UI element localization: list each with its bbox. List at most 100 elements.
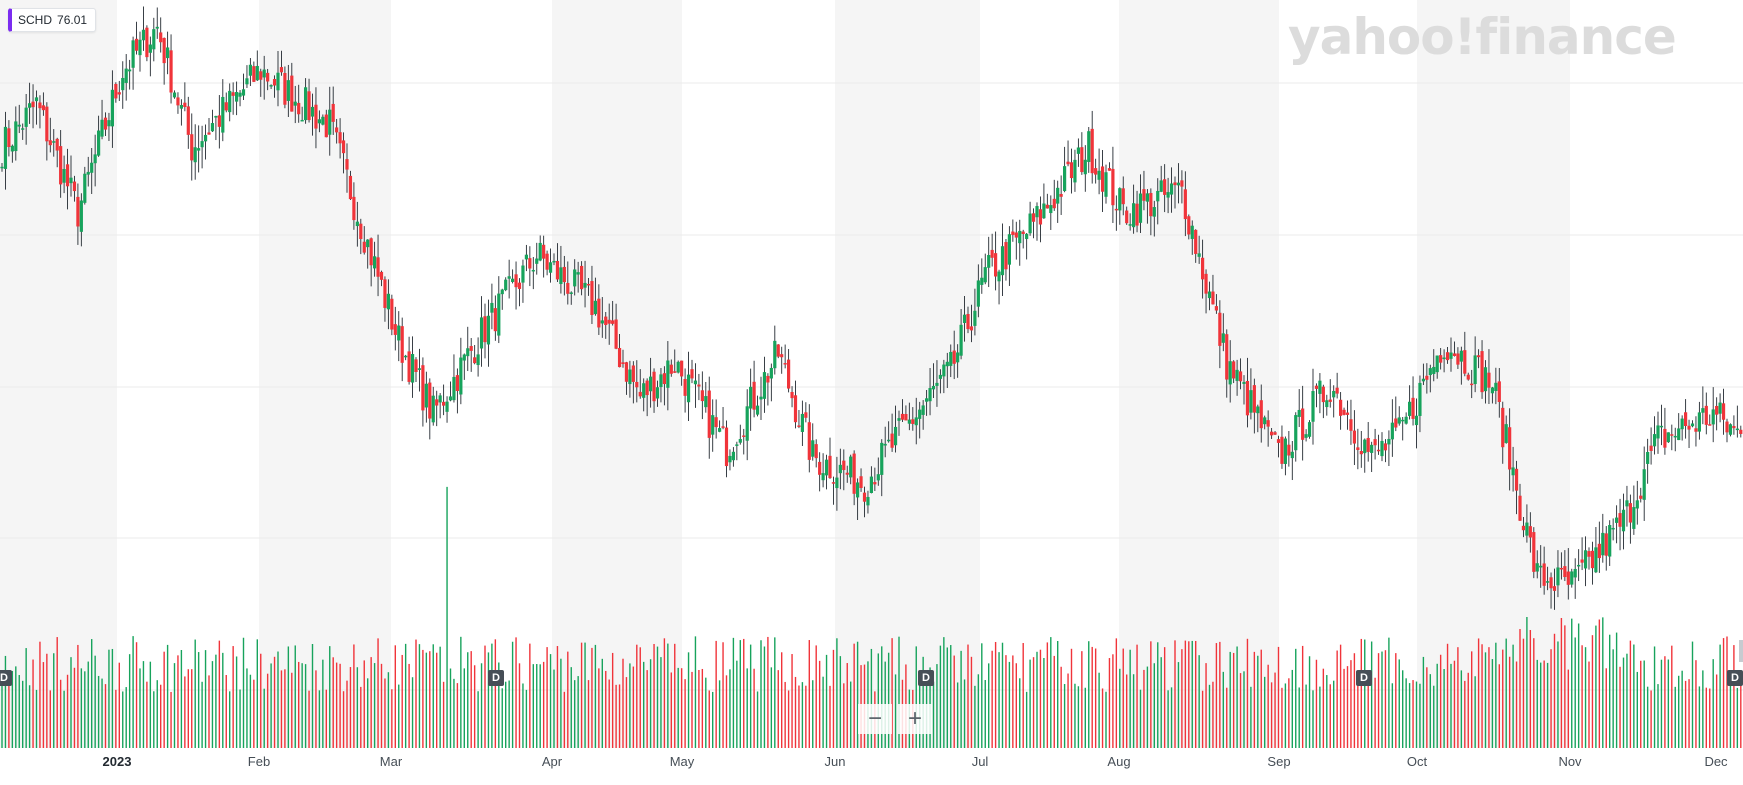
candle-body <box>1739 429 1743 434</box>
candle-body <box>586 283 591 286</box>
candle-body <box>31 101 35 108</box>
candle-body <box>1190 225 1194 239</box>
candle-body <box>1021 231 1025 234</box>
ticker-symbol: SCHD <box>18 13 53 27</box>
candle-body <box>221 96 225 133</box>
candle-body <box>1632 507 1636 529</box>
candle-body <box>1242 381 1246 384</box>
candle-body <box>842 460 846 471</box>
candle-body <box>435 399 439 406</box>
candle-body <box>776 344 780 357</box>
candle-body <box>873 482 877 485</box>
candle-body <box>155 26 159 29</box>
candle-body <box>1380 440 1384 457</box>
scroll-handle[interactable] <box>1739 640 1743 662</box>
candle-body <box>1711 409 1715 425</box>
candle-body <box>514 274 518 288</box>
candle-body <box>148 44 152 53</box>
x-label-feb: Feb <box>247 754 271 769</box>
candle-body <box>1228 361 1232 385</box>
candle-body <box>421 365 425 411</box>
month-band <box>552 0 682 748</box>
candle-body <box>966 313 970 330</box>
zoom-out-button[interactable]: − <box>858 704 892 734</box>
candle-body <box>307 91 311 121</box>
dividend-marker[interactable]: D <box>1727 670 1743 686</box>
candle-body <box>1049 205 1053 214</box>
candle-body <box>224 102 228 111</box>
candle-body <box>807 422 811 460</box>
candle-body <box>835 477 839 489</box>
candle-body <box>745 406 749 441</box>
candle-body <box>752 381 756 410</box>
candle-body <box>652 371 656 402</box>
candle-body <box>79 200 83 232</box>
candle-body <box>1504 424 1508 443</box>
candle-body <box>1449 352 1453 359</box>
candle-body <box>462 354 466 361</box>
candle-body <box>1080 147 1084 173</box>
candle-body <box>276 72 280 91</box>
dividend-marker[interactable]: D <box>488 670 504 686</box>
candle-body <box>852 453 856 494</box>
candle-body <box>383 279 387 308</box>
candle-body <box>428 382 432 419</box>
candle-body <box>1211 291 1215 305</box>
candle-body <box>1270 431 1274 436</box>
dividend-marker[interactable]: D <box>1356 670 1372 686</box>
candle-body <box>900 413 905 420</box>
candle-body <box>245 78 249 85</box>
candle-body <box>1628 503 1632 523</box>
candle-body <box>1394 418 1398 428</box>
candle-body <box>338 132 342 144</box>
candle-body <box>1480 351 1484 393</box>
candle-body <box>814 444 818 459</box>
candle-body <box>1549 577 1553 589</box>
candle-body <box>1663 428 1667 448</box>
zoom-in-button[interactable]: + <box>898 704 932 734</box>
candle-body <box>593 300 597 315</box>
dividend-marker[interactable]: D <box>918 670 934 686</box>
candle-body <box>279 67 284 73</box>
candle-body <box>1152 207 1156 217</box>
candle-body <box>145 27 149 58</box>
candle-body <box>1590 550 1595 569</box>
candle-body <box>100 119 104 137</box>
candle-body <box>1207 291 1212 299</box>
candle-body <box>552 260 556 263</box>
candle-body <box>773 340 777 369</box>
candle-body <box>1073 159 1077 183</box>
candle-body <box>459 357 463 395</box>
candle-body <box>1180 180 1184 187</box>
dividend-marker[interactable]: D <box>0 670 12 686</box>
candle-body <box>766 375 770 383</box>
candle-body <box>297 102 301 115</box>
candle-body <box>1294 415 1298 451</box>
candle-body <box>438 395 442 403</box>
ticker-badge[interactable]: SCHD 76.01 <box>8 8 97 32</box>
candle-body <box>1528 526 1532 538</box>
candle-body <box>780 354 784 358</box>
candle-body <box>1273 432 1277 435</box>
candle-body <box>562 266 566 283</box>
candle-body <box>604 316 608 326</box>
candle-body <box>1646 452 1650 464</box>
candle-body <box>849 456 853 478</box>
candle-body <box>959 324 963 356</box>
candle-body <box>1608 525 1612 557</box>
candle-body <box>207 132 211 135</box>
candle-body <box>1263 417 1267 425</box>
candle-body <box>628 369 632 385</box>
candle-body <box>621 362 625 364</box>
candle-body <box>631 365 635 382</box>
candle-body <box>190 134 194 161</box>
candle-body <box>1063 166 1067 192</box>
candle-body <box>1452 353 1457 356</box>
candle-body <box>479 317 484 349</box>
candle-body <box>1352 430 1356 444</box>
candle-body <box>328 109 332 135</box>
candle-body <box>172 92 177 98</box>
candle-body <box>600 320 604 324</box>
